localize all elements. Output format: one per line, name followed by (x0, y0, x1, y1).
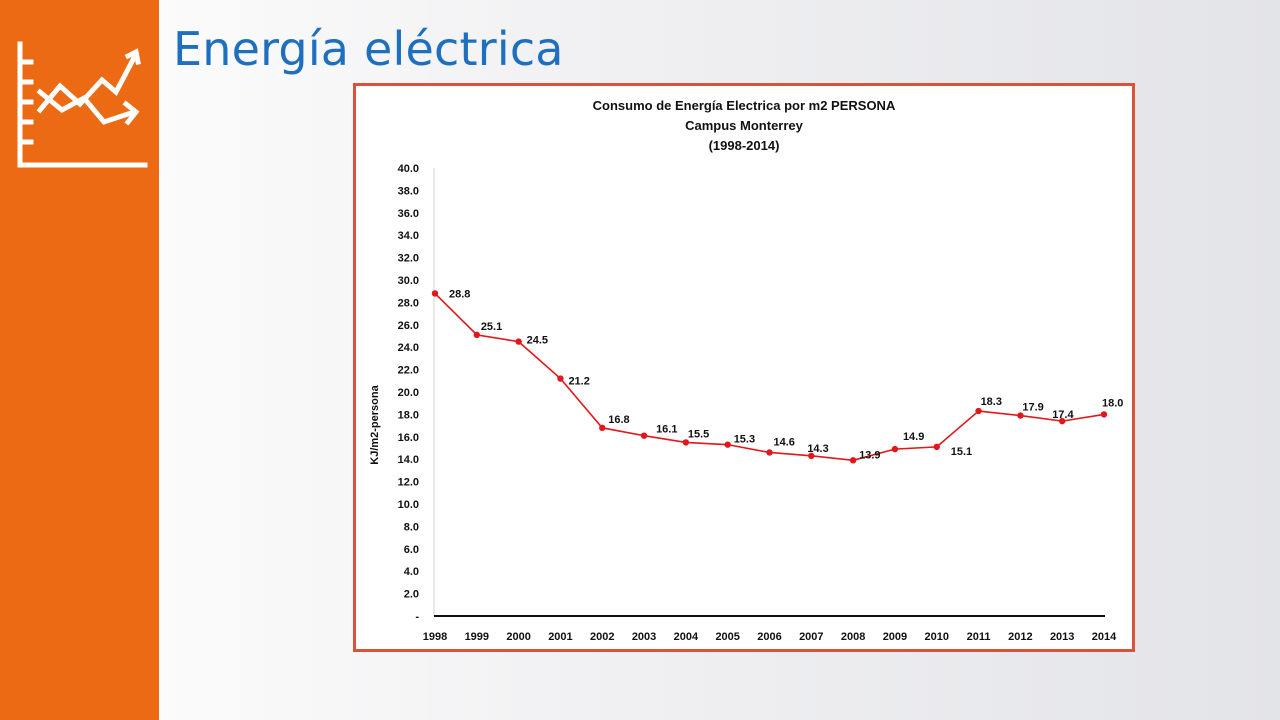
chart-frame: Consumo de Energía Electrica por m2 PERS… (353, 83, 1135, 652)
data-point (515, 338, 522, 345)
x-tick-label: 2009 (883, 631, 907, 643)
series-line (434, 292, 1105, 462)
y-tick-label: 16.0 (398, 432, 419, 444)
data-point (473, 331, 481, 339)
x-tick-label: 2002 (590, 631, 614, 643)
x-tick-label: 2004 (674, 631, 699, 643)
data-label: 16.1 (656, 424, 677, 436)
y-tick-label: 4.0 (404, 566, 419, 578)
data-point (975, 407, 982, 415)
x-tick-label: 1999 (465, 631, 489, 643)
data-label: 15.5 (688, 428, 709, 440)
data-point (1100, 411, 1108, 418)
data-label: 18.0 (1102, 397, 1123, 409)
chart-title-line-3: (1998-2014) (708, 138, 780, 153)
data-label: 25.1 (481, 321, 502, 333)
y-tick-label: - (415, 611, 419, 623)
y-tick-label: 26.0 (398, 320, 419, 332)
data-point (557, 375, 564, 382)
x-tick-label: 2010 (925, 631, 949, 643)
y-tick-label: 18.0 (398, 409, 419, 421)
x-tick-label: 2003 (632, 631, 656, 643)
y-tick-label: 8.0 (404, 521, 419, 533)
data-label: 17.9 (1022, 402, 1043, 414)
data-label: 21.2 (568, 376, 589, 388)
line-chart-trend-icon (17, 41, 148, 168)
y-tick-label: 22.0 (398, 365, 419, 377)
y-tick-label: 40.0 (398, 163, 419, 175)
y-tick-label: 2.0 (404, 589, 419, 601)
y-tick-label: 36.0 (398, 208, 419, 220)
data-point (933, 443, 940, 451)
x-tick-label: 2007 (799, 631, 823, 643)
data-label: 17.4 (1052, 409, 1074, 421)
x-tick-label: 2006 (757, 631, 781, 643)
y-tick-label: 6.0 (404, 544, 419, 556)
x-tick-label: 2001 (548, 631, 572, 643)
x-tick-label: 2012 (1008, 631, 1032, 643)
data-label: 13.9 (859, 449, 880, 461)
data-label: 15.3 (734, 434, 755, 446)
data-label: 28.8 (449, 288, 470, 300)
y-tick-label: 24.0 (398, 342, 419, 354)
data-label: 24.5 (527, 335, 548, 347)
data-point (599, 424, 606, 432)
y-tick-label: 10.0 (398, 499, 419, 511)
x-tick-label: 2005 (715, 631, 739, 643)
data-point (640, 432, 648, 439)
x-tick-label: 2000 (506, 631, 530, 643)
data-point (724, 441, 731, 448)
data-label: 14.6 (774, 436, 795, 448)
chart-title-line-2: Campus Monterrey (685, 118, 803, 133)
x-tick-label: 2008 (841, 631, 865, 643)
data-label: 14.9 (903, 431, 924, 443)
data-point (431, 290, 439, 297)
y-tick-label: 20.0 (398, 387, 419, 399)
x-tick-label: 2011 (967, 631, 991, 643)
accent-sidebar (0, 0, 159, 720)
y-tick-label: 38.0 (398, 185, 419, 197)
slide-title: Energía eléctrica (173, 22, 564, 76)
x-tick-label: 2013 (1050, 631, 1074, 643)
x-tick-label: 1998 (423, 631, 447, 643)
y-tick-label: 14.0 (398, 454, 419, 466)
line-chart-plot: - 2.0 4.0 6.0 8.0 10.0 12.0 14.0 16.0 18.0 20.0 22.… (398, 163, 1124, 643)
x-tick-label: 2014 (1092, 631, 1117, 643)
data-point (1017, 412, 1024, 419)
data-point (766, 449, 773, 456)
y-tick-label: 32.0 (398, 253, 419, 265)
data-label: 18.3 (981, 396, 1002, 408)
y-tick-label: 12.0 (398, 477, 419, 489)
data-point (891, 445, 899, 453)
y-tick-label: 34.0 (398, 230, 419, 242)
y-tick-label: 28.0 (398, 297, 419, 309)
data-label: 15.1 (951, 446, 972, 458)
y-tick-label: 30.0 (398, 275, 419, 287)
data-label: 16.8 (608, 414, 629, 426)
data-label: 14.3 (807, 443, 828, 455)
data-point (849, 457, 857, 464)
data-point (682, 439, 690, 446)
chart-title-line-1: Consumo de Energía Electrica por m2 PERS… (592, 98, 896, 113)
data-point (808, 452, 815, 460)
data-point (1058, 417, 1066, 425)
